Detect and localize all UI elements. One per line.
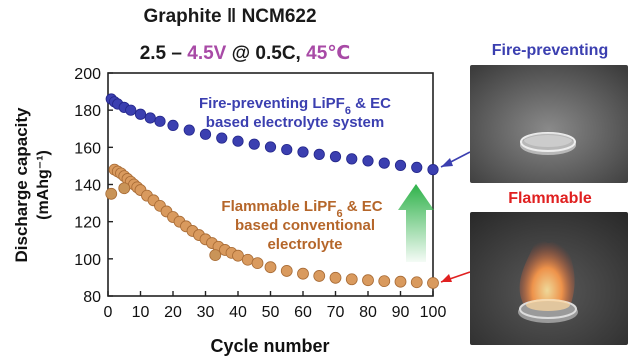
flammable-point <box>297 267 309 280</box>
fire-label-text: Fire-preventing LiPF <box>199 95 345 112</box>
series-label-flammable-line1: Flammable LiPF6 & EC <box>221 198 382 220</box>
chart-title: Graphite ǁ NCM622 <box>143 6 317 27</box>
subtitle-voltage: 4.5V <box>187 43 227 64</box>
x-tick-label: 0 <box>104 304 113 321</box>
fire-label-suffix: & EC <box>351 95 391 112</box>
fire-preventing-point <box>125 104 137 116</box>
fire-preventing-point <box>297 146 309 158</box>
fire-preventing-point <box>183 124 195 136</box>
fire-preventing-point <box>362 155 374 167</box>
fire-preventing-point <box>144 112 156 124</box>
x-tick-label: 60 <box>294 304 312 321</box>
y-axis-title-line1: Discharge capacity <box>12 107 31 263</box>
series-label-fire-line2: based electrolyte system <box>206 114 384 131</box>
flammable-point <box>362 274 374 287</box>
x-tick-label: 50 <box>262 304 280 321</box>
pointer-arrow-bottom <box>440 271 471 283</box>
series-label-flammable-line3: electrolyte <box>267 236 342 253</box>
fire-preventing-point <box>248 138 260 150</box>
flammable-point <box>329 271 342 284</box>
flammable-point <box>427 277 439 289</box>
fire-preventing-point <box>216 132 228 144</box>
x-axis-title: Cycle number <box>210 336 329 356</box>
x-tick-label: 10 <box>132 304 150 321</box>
y-axis-title-line2: (mAhg⁻¹) <box>35 150 52 220</box>
flammable-point <box>251 257 264 270</box>
fire-preventing-point <box>313 148 325 160</box>
fire-preventing-point <box>154 115 166 127</box>
y-tick-label: 160 <box>74 140 101 157</box>
fire-preventing-point <box>427 164 439 176</box>
flammable-point <box>378 275 391 288</box>
x-tick-label: 80 <box>359 304 377 321</box>
y-tick-label: 100 <box>74 252 101 269</box>
x-tick-label: 70 <box>327 304 345 321</box>
flammable-label-suffix: & EC <box>343 198 383 215</box>
photo-label-flammable: Flammable <box>508 190 592 207</box>
fire-preventing-point <box>134 108 147 120</box>
subtitle-temperature: 45℃ <box>306 43 351 64</box>
fire-preventing-point <box>394 159 407 171</box>
subtitle-middle: @ 0.5C, <box>226 43 307 64</box>
photo-fire-preventing <box>470 65 628 183</box>
flammable-point <box>410 276 423 289</box>
series-label-fire-line1: Fire-preventing LiPF6 & EC <box>199 95 391 117</box>
x-tick-label: 30 <box>197 304 215 321</box>
fire-preventing-point <box>411 161 423 174</box>
y-tick-label: 200 <box>74 66 101 83</box>
flammable-point <box>345 273 358 286</box>
flammable-outlier-point <box>209 249 222 262</box>
flammable-point <box>394 275 407 288</box>
fire-preventing-point <box>199 128 212 140</box>
flammable-outlier-point <box>118 182 131 195</box>
x-tick-label: 90 <box>392 304 410 321</box>
flammable-point <box>264 261 277 274</box>
flammable-point <box>232 249 244 262</box>
fire-preventing-point <box>329 151 342 163</box>
pointer-arrow-top <box>440 151 471 168</box>
chart-marks <box>105 93 439 289</box>
flammable-label-sub: 6 <box>336 208 342 220</box>
photo-label-fire-preventing: Fire-preventing <box>491 42 609 59</box>
improvement-arrow <box>398 184 434 262</box>
x-tick-label: 100 <box>420 304 447 321</box>
flammable-label-text: Flammable LiPF <box>221 198 336 215</box>
fire-preventing-point <box>264 141 277 153</box>
y-tick-label: 140 <box>74 178 101 195</box>
series-label-flammable-line2: based conventional <box>235 217 375 234</box>
axes: 0 10 20 30 40 50 60 70 80 90 100 80 100 120 140 160 180 2… <box>74 66 446 321</box>
y-tick-label: 120 <box>74 215 101 232</box>
flammable-point <box>313 270 326 282</box>
x-tick-label: 20 <box>164 304 182 321</box>
fire-preventing-point <box>281 143 293 156</box>
flammable-point <box>241 253 254 266</box>
fire-preventing-point <box>378 157 390 169</box>
chart-subtitle: 2.5 – 4.5V @ 0.5C, 45℃ <box>95 42 395 65</box>
flammable-point <box>280 265 293 277</box>
fire-preventing-point <box>167 119 179 132</box>
photo-flammable <box>470 212 628 345</box>
y-tick-label: 180 <box>74 103 101 120</box>
x-tick-label: 40 <box>229 304 247 321</box>
fire-preventing-point <box>346 153 358 165</box>
fire-preventing-point <box>232 135 244 147</box>
subtitle-prefix: 2.5 – <box>139 43 188 64</box>
flammable-outlier-point <box>105 187 118 200</box>
y-tick-label: 80 <box>83 289 101 306</box>
fire-label-sub: 6 <box>345 105 351 117</box>
